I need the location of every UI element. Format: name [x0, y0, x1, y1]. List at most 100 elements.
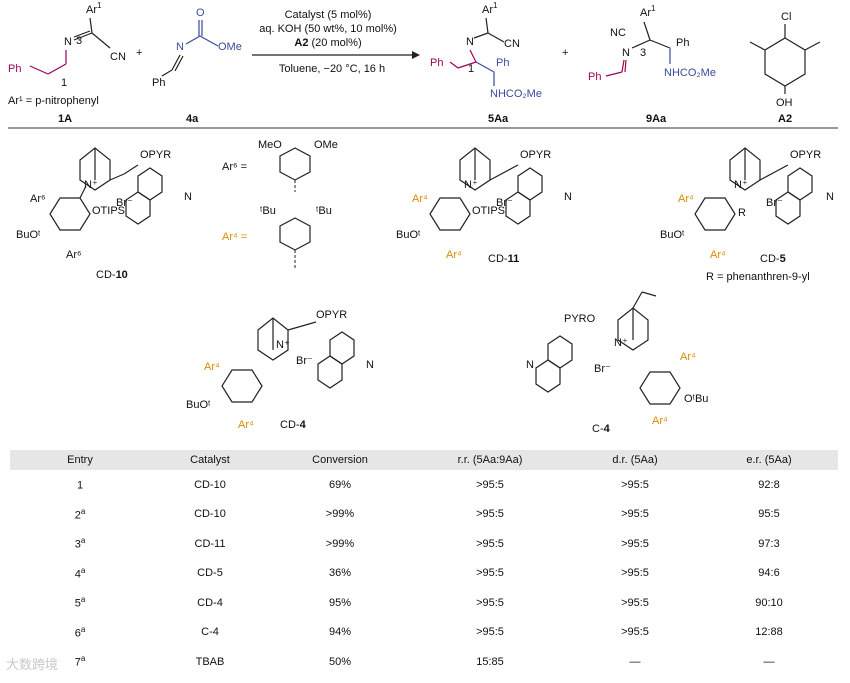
condition-additive: A2 (20 mol%) — [294, 37, 361, 49]
br-label-cd11: Br⁻ — [496, 197, 513, 209]
cell-rr: >95:5 — [476, 478, 504, 491]
br-label-cd5: Br⁻ — [766, 197, 783, 209]
table-row: 1 CD-10 69% >95:5 >95:5 92:8 — [10, 470, 838, 500]
ph-label-5Aa-2: Ph — [496, 57, 509, 69]
cell-catalyst: CD-5 — [197, 567, 223, 580]
header-er: e.r. (5Aa) — [746, 454, 792, 466]
table-row: 2a CD-10 >99% >95:5 >95:5 95:5 — [10, 500, 838, 530]
entry-footnote: a — [80, 624, 86, 634]
cell-conversion: 36% — [328, 567, 352, 580]
nplus-label-c4: N⁺ — [614, 337, 628, 349]
entry-number: 3 — [74, 539, 81, 552]
cell-conversion: 50% — [328, 655, 352, 668]
compound-label-5Aa: 5Aa — [488, 113, 509, 125]
cd5-name: CD-5 — [760, 253, 786, 265]
r-label-cd5: R — [738, 207, 746, 219]
cd4-name: CD-4 — [280, 419, 307, 431]
cn-label-5Aa: CN — [504, 38, 520, 50]
br-label-cd10: Br⁻ — [116, 197, 133, 209]
ar6-label-cd10-1: Ar⁶ — [30, 193, 46, 205]
entry-number: 4 — [74, 568, 81, 581]
compound-label-A2: A2 — [778, 113, 792, 125]
cn-label: CN — [110, 51, 126, 63]
entry-footnote: a — [80, 595, 86, 605]
header-entry: Entry — [67, 454, 93, 466]
cell-er: 97:3 — [758, 537, 780, 550]
plus-sign-2: + — [562, 47, 568, 59]
n-label-5Aa: N — [466, 36, 474, 48]
ar6-definition: Ar⁶ = MeO OMe — [222, 139, 338, 192]
cell-catalyst: C-4 — [201, 626, 219, 639]
compound-label-9Aa: 9Aa — [646, 113, 667, 125]
cl-label: Cl — [781, 11, 791, 23]
nplus-label-cd5: N⁺ — [734, 179, 748, 191]
c4-name: C-4 — [592, 423, 611, 435]
cell-entry: 4a — [10, 566, 150, 581]
table-row: 7a TBAB 50% 15:85 — — — [10, 647, 838, 677]
entry-number: 5 — [74, 598, 81, 611]
cell-dr: >95:5 — [621, 478, 649, 491]
cell-entry: 6a — [10, 625, 150, 640]
cell-conversion: >99% — [325, 508, 355, 521]
cell-entry: 5a — [10, 595, 150, 610]
header-conversion: Conversion — [312, 454, 368, 466]
cell-entry: 1 — [10, 477, 150, 492]
cell-er: 94:6 — [758, 567, 780, 580]
buo-label-cd10: BuOᵗ — [16, 229, 41, 241]
compound-label-4a: 4a — [186, 113, 199, 125]
cell-conversion: 69% — [328, 478, 352, 491]
ar1-definition: Ar¹ = p-nitrophenyl — [8, 95, 99, 107]
cell-conversion: >99% — [325, 537, 355, 550]
cell-catalyst: CD-4 — [197, 596, 223, 609]
ph-label-9Aa: Ph — [676, 37, 689, 49]
opyr-label-cd11: OPYR — [520, 149, 551, 161]
table-row: 3a CD-11 >99% >95:5 >95:5 97:3 — [10, 529, 838, 559]
header-rr: r.r. (5Aa:9Aa) — [457, 454, 523, 466]
ome-label-ar6: OMe — [314, 139, 338, 151]
ar4-label-c4-2: Ar⁴ — [652, 415, 668, 427]
cell-catalyst: TBAB — [195, 655, 225, 668]
cell-dr: >95:5 — [621, 537, 649, 550]
condition-solvent: Toluene, −20 °C, 16 h — [279, 63, 385, 75]
cell-rr: 15:85 — [476, 655, 504, 668]
entry-number: 6 — [74, 627, 81, 640]
watermark: 大数跨境 — [6, 657, 59, 672]
catalyst-CD-10: N⁺ OPYR N Br⁻ OTIPS Ar⁶ BuOᵗ Ar⁶ CD-10 — [16, 147, 192, 281]
ar4-label-cd4-2: Ar⁴ — [238, 419, 254, 431]
ar4-def-label: Ar⁴ = — [222, 231, 247, 243]
catalyst-CD-5: N⁺ OPYR N Br⁻ R Ar⁴ BuOᵗ Ar⁴ CD-5 R = ph… — [660, 147, 834, 283]
compound-4a: O OMe N Ph 4a — [152, 7, 242, 125]
otips-label-cd11: OTIPS — [472, 205, 505, 217]
entry-footnote: a — [80, 565, 86, 575]
table-row: 6a C-4 94% >95:5 >95:5 12:88 — [10, 618, 838, 648]
nplus-label-cd4: N⁺ — [276, 339, 290, 351]
oh-label: OH — [776, 97, 793, 109]
ar1-label: Ar1 — [86, 1, 102, 16]
condition-base: aq. KOH (50 wt%, 10 mol%) — [259, 23, 397, 35]
cell-rr: >95:5 — [476, 508, 504, 521]
cd10-name: CD-10 — [96, 269, 128, 281]
ar6-label-cd10-2: Ar⁶ — [66, 249, 82, 261]
reaction-arrow: Catalyst (5 mol%) aq. KOH (50 wt%, 10 mo… — [252, 9, 420, 75]
compound-1A: Ar1 CN 3 N Ph 1 Ar¹ = p-nitrophenyl 1A — [8, 1, 126, 125]
ar1-label-5Aa: Ar1 — [482, 1, 498, 16]
ph-label-9Aa-2: Ph — [588, 71, 601, 83]
otbu-label-c4: OᵗBu — [684, 393, 708, 405]
n-label-cd5: N — [826, 191, 834, 203]
cell-catalyst: CD-11 — [194, 537, 226, 550]
cell-rr: >95:5 — [476, 626, 504, 639]
cell-er: 12:88 — [755, 626, 783, 639]
ar4-definition: Ar⁴ = ᵗBu ᵗBu — [222, 205, 332, 270]
tbu-label-2: ᵗBu — [316, 205, 332, 217]
entry-footnote: a — [80, 654, 86, 664]
plus-sign-1: + — [136, 47, 142, 59]
cell-rr: >95:5 — [476, 567, 504, 580]
table-body: 1 CD-10 69% >95:5 >95:5 92:8 2a CD-10 >99% >95:5 >… — [10, 470, 838, 677]
ar4-label-cd5-2: Ar⁴ — [710, 249, 726, 261]
compound-9Aa: Ar1 NC Ph 3 NHCO₂Me N Ph 9Aa — [588, 4, 716, 125]
buo-label-cd5: BuOᵗ — [660, 229, 685, 241]
ar6-def-label: Ar⁶ = — [222, 161, 247, 173]
cell-rr: >95:5 — [476, 596, 504, 609]
entry-number: 1 — [76, 480, 84, 493]
locant-1: 1 — [61, 77, 67, 89]
